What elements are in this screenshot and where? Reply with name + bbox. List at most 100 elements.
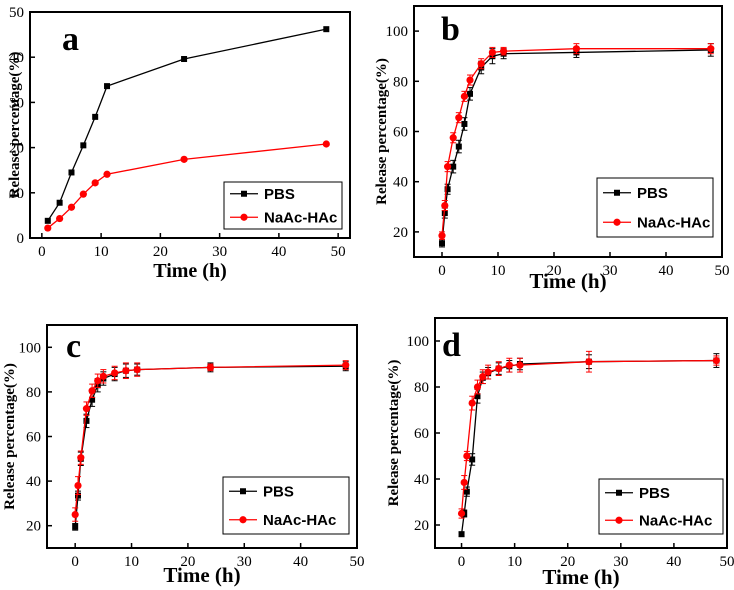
data-point-circle	[457, 509, 466, 518]
data-point-circle	[585, 358, 593, 366]
series-naac-hac	[44, 140, 330, 232]
series-line	[47, 28, 327, 222]
data-point-circle	[500, 47, 508, 55]
plot-frame	[29, 11, 351, 239]
data-point-square	[104, 83, 111, 90]
y-tick-label: 100	[386, 24, 409, 40]
data-point-square	[450, 163, 457, 170]
data-point-circle	[111, 369, 119, 377]
x-tick-label: 20	[180, 554, 195, 570]
data-point-circle	[516, 361, 524, 369]
y-tick-label: 60	[26, 430, 41, 446]
series-naac-hac	[438, 43, 715, 240]
x-axis-title: Time (h)	[542, 565, 619, 589]
x-axis-title: Time (h)	[529, 269, 606, 293]
data-point-circle	[77, 454, 85, 462]
x-tick-label: 50	[715, 263, 730, 279]
legend-marker-square	[240, 488, 246, 495]
y-tick-label: 10	[9, 186, 24, 202]
data-point-circle	[79, 190, 87, 198]
series-pbs	[44, 26, 330, 224]
x-tick-label: 40	[659, 263, 674, 279]
legend-marker-square	[241, 190, 247, 197]
x-tick-label: 40	[666, 554, 681, 570]
chart-panel-b: 0 10 20 30 40 50 20 40 60 80 100 Time (h) Release pe…	[374, 5, 730, 293]
legend-marker-circle	[239, 516, 247, 524]
y-tick-label: 80	[414, 380, 429, 396]
legend: PBS NaAc-HAc	[596, 177, 714, 238]
legend: PBS NaAc-HAc	[222, 476, 350, 535]
legend-marker-circle	[240, 213, 248, 221]
data-point-circle	[322, 140, 330, 148]
chart-panel-c: 0 10 20 30 40 50 20 40 60 80 100 Time (h) Release pe…	[2, 324, 365, 587]
data-point-square	[461, 120, 468, 127]
x-tick-label: 40	[271, 244, 286, 260]
data-point-square	[444, 186, 451, 193]
y-tick-label: 60	[414, 426, 429, 442]
y-axis-title: Release percentage(%)	[7, 52, 23, 199]
data-point-square	[455, 143, 462, 150]
series-naac-hac	[71, 360, 350, 522]
data-point-circle	[94, 377, 102, 385]
y-tick-label: 20	[26, 519, 41, 535]
legend: PBS NaAc-HAc	[223, 181, 343, 230]
data-point-circle	[206, 363, 215, 371]
y-axis-title: Release percentage(%)	[386, 360, 402, 507]
x-tick-label: 50	[720, 554, 734, 570]
legend-box	[222, 476, 350, 535]
legend-label: PBS	[264, 186, 295, 203]
data-point-circle	[707, 45, 715, 53]
data-point-square	[72, 523, 79, 530]
chart-panel-d: 0 10 20 30 40 50 20 40 60 80 100 Time (h) Release pe…	[386, 317, 734, 589]
data-point-circle	[88, 387, 96, 395]
data-point-circle	[449, 134, 457, 142]
legend: PBS NaAc-HAc	[598, 478, 724, 535]
chart-panel-a: 0 10 20 30 40 50 0 10 20 30 40 50 Time (h) Release pe…	[7, 5, 351, 282]
data-point-circle	[122, 367, 130, 375]
y-tick-label: 40	[9, 50, 24, 66]
data-point-circle	[505, 361, 513, 369]
data-point-circle	[444, 163, 452, 171]
y-tick-label: 40	[26, 474, 41, 490]
legend-label: NaAc-HAc	[264, 209, 337, 226]
data-point-circle	[91, 179, 99, 187]
x-tick-label: 40	[293, 554, 308, 570]
x-tick-label: 50	[331, 244, 346, 260]
data-point-square	[68, 169, 75, 176]
x-tick-label: 0	[71, 554, 79, 570]
legend-marker-square	[614, 189, 620, 196]
data-point-circle	[82, 405, 91, 413]
data-point-square	[83, 417, 90, 424]
data-point-square	[56, 199, 63, 206]
data-point-circle	[103, 170, 111, 178]
data-point-circle	[441, 201, 449, 210]
legend-label: PBS	[637, 185, 668, 202]
y-tick-label: 20	[9, 141, 24, 157]
x-axis-title: Time (h)	[153, 260, 227, 282]
legend-label: NaAc-HAc	[637, 214, 710, 231]
series-line	[441, 48, 711, 236]
y-axis-title: Release percentage(%)	[2, 363, 18, 510]
data-point-square	[75, 492, 81, 499]
data-point-square	[323, 26, 330, 33]
y-tick-label: 40	[393, 175, 408, 191]
data-point-circle	[473, 383, 482, 391]
x-tick-label: 0	[38, 244, 46, 260]
data-point-square	[89, 396, 96, 403]
y-tick-label: 50	[9, 5, 24, 21]
y-tick-label: 0	[17, 231, 25, 247]
x-tick-label: 30	[613, 554, 628, 570]
data-point-circle	[74, 481, 82, 490]
x-tick-label: 30	[212, 244, 227, 260]
x-axis-title: Time (h)	[163, 563, 240, 587]
data-point-circle	[495, 365, 503, 373]
x-tick-label: 10	[124, 554, 139, 570]
data-point-circle	[479, 373, 487, 381]
panel-label: a	[62, 21, 79, 58]
data-point-circle	[56, 214, 64, 223]
x-tick-label: 20	[547, 263, 562, 279]
data-point-circle	[133, 366, 141, 374]
panel-label: d	[442, 327, 461, 364]
legend-label: NaAc-HAc	[639, 512, 712, 529]
